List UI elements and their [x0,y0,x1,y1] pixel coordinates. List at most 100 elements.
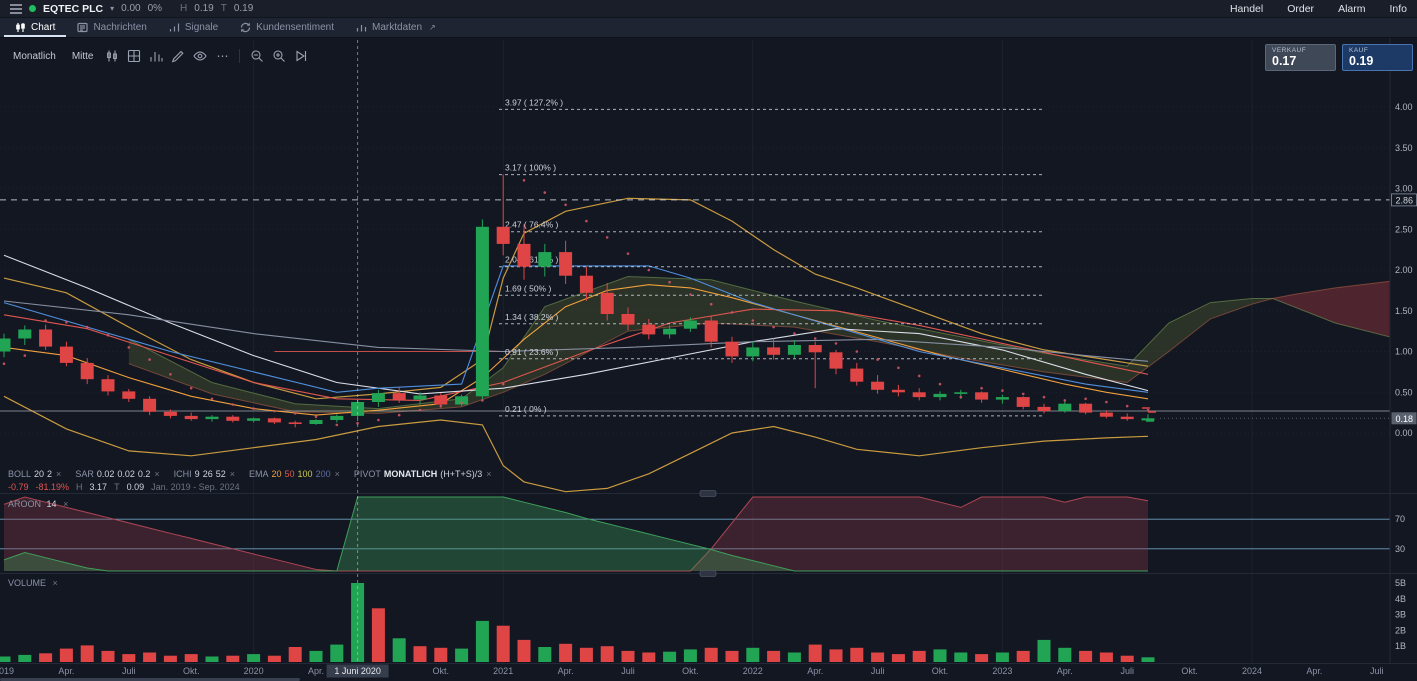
svg-text:1 Juni 2020: 1 Juni 2020 [334,666,381,676]
tab-signale[interactable]: Signale [158,18,229,37]
more-icon[interactable]: ⋯ [216,49,229,63]
svg-text:Juli: Juli [1370,666,1384,676]
volume-indicator-row: VOLUME × [8,578,58,588]
remove-indicator-icon[interactable]: × [154,469,160,479]
svg-text:Apr.: Apr. [308,666,324,676]
svg-text:Okt.: Okt. [1181,666,1198,676]
remove-indicator-icon[interactable]: × [486,469,492,479]
low-value: 0.19 [233,3,254,14]
remove-indicator-icon[interactable]: × [56,469,62,479]
indicator-sar: SAR 0.02 0.02 0.2 × [75,469,160,479]
buy-button[interactable]: KAUF 0.19 [1342,44,1413,71]
svg-text:2021: 2021 [493,666,513,676]
svg-text:Juli: Juli [621,666,635,676]
menu-icon[interactable] [10,3,22,14]
sync-icon [241,22,251,33]
menu-item-handel[interactable]: Handel [1229,2,1264,15]
svg-text:2023: 2023 [992,666,1012,676]
sar-dots-layer [2,179,1150,427]
sell-button[interactable]: VERKAUF 0.17 [1265,44,1336,71]
svg-text:0.91 ( 23.6% ): 0.91 ( 23.6% ) [505,347,559,357]
tab-marktdaten[interactable]: Marktdaten ↗ [345,18,447,37]
aroon-panel: 70 30 [0,496,1405,572]
svg-text:2.50: 2.50 [1395,224,1413,234]
svg-text:3.50: 3.50 [1395,143,1413,153]
svg-text:30: 30 [1395,544,1405,554]
svg-text:0.21 ( 0% ): 0.21 ( 0% ) [505,404,547,414]
sell-label: VERKAUF [1272,47,1307,54]
stat-high-label: H [76,482,83,492]
indicator-volume: VOLUME × [8,578,58,588]
svg-text:2019: 2019 [0,666,14,676]
menu-item-alarm[interactable]: Alarm [1338,2,1366,15]
menu-item-order[interactable]: Order [1287,2,1315,15]
svg-text:Juli: Juli [871,666,885,676]
align-button[interactable]: Mitte [71,50,94,62]
zoom-in-icon[interactable] [269,46,289,66]
svg-text:1.69 ( 50% ): 1.69 ( 50% ) [505,283,551,293]
horizontal-scrollbar [0,678,300,681]
svg-text:Okt.: Okt. [183,666,200,676]
topbar: EQTEC PLC ▾ 0.00 0% H 0.19 T 0.19 Handel… [0,0,1417,18]
stat-change-pct: -81.19% [35,482,70,492]
indicator-pivot: PIVOT MONATLICH (H+T+S)/3 × [353,469,492,479]
indicators-icon[interactable] [146,46,166,66]
svg-text:2.04 ( 61.8% ): 2.04 ( 61.8% ) [505,255,559,265]
tab-nachrichten[interactable]: Nachrichten [66,18,157,37]
chart-type-icon[interactable] [102,46,122,66]
svg-text:2024: 2024 [1242,666,1262,676]
remove-indicator-icon[interactable]: × [63,499,69,509]
svg-text:2.86: 2.86 [1396,195,1414,205]
svg-text:Okt.: Okt. [932,666,949,676]
svg-text:2.00: 2.00 [1395,265,1413,275]
svg-text:Juli: Juli [122,666,136,676]
indicator-ema: EMA 20 50 100 200 × [248,469,340,479]
eye-icon[interactable] [190,46,210,66]
symbol-name[interactable]: EQTEC PLC [43,2,104,15]
indicator-boll: BOLL 20 2 × [8,469,62,479]
panel-resize-handle [699,570,717,577]
svg-text:Apr.: Apr. [58,666,74,676]
draw-icon[interactable] [168,46,188,66]
chart-layout-icon[interactable] [124,46,144,66]
svg-text:0.50: 0.50 [1395,387,1413,397]
timeframe-button[interactable]: Monatlich [13,50,56,62]
go-to-end-icon[interactable] [291,46,311,66]
svg-text:1B: 1B [1395,641,1406,651]
svg-text:Okt.: Okt. [682,666,699,676]
svg-text:1.50: 1.50 [1395,306,1413,316]
stat-change: -0.79 [8,482,29,492]
stat-range: Jan. 2019 - Sep. 2024 [151,482,240,492]
signal-icon [169,23,179,32]
zoom-out-icon[interactable] [247,46,267,66]
time-axis: 2019 Apr. Juli Okt. 2020 Apr. Juli Okt. 2021 Apr.… [0,664,1384,678]
ichimoku-cloud-layer [128,275,1390,414]
last-price-badge [1391,412,1417,425]
svg-text:2B: 2B [1395,625,1406,635]
high-label: H [180,3,188,14]
low-label: T [220,3,227,14]
svg-text:Apr.: Apr. [1306,666,1322,676]
last-price-layer [1142,407,1390,422]
remove-indicator-icon[interactable]: × [229,469,235,479]
svg-text:3.17 ( 100% ): 3.17 ( 100% ) [505,163,556,173]
chart-stats-row: -0.79 -81.19% H 3.17 T 0.09 Jan. 2019 - … [8,482,240,492]
overlay-lines-layer [0,197,1390,493]
chevron-down-icon[interactable]: ▾ [110,4,115,13]
buy-price: 0.19 [1349,54,1374,68]
price-change: 0.00 [121,3,141,14]
candles-layer [0,174,1155,428]
tab-chart[interactable]: Chart [4,18,66,37]
menu-item-info[interactable]: Info [1389,2,1407,15]
svg-text:2.47 ( 76.4% ): 2.47 ( 76.4% ) [505,220,559,230]
price-change-pct: 0% [147,3,163,14]
remove-indicator-icon[interactable]: × [334,469,340,479]
aroon-indicator-row: AROON 14 × [8,499,68,509]
trade-buttons: VERKAUF 0.17 KAUF 0.19 [1265,44,1413,71]
stat-low: 0.09 [126,482,145,492]
tab-kundensentiment[interactable]: Kundensentiment [229,18,345,37]
remove-indicator-icon[interactable]: × [52,578,58,588]
high-value: 0.19 [194,3,214,14]
svg-text:Apr.: Apr. [558,666,574,676]
